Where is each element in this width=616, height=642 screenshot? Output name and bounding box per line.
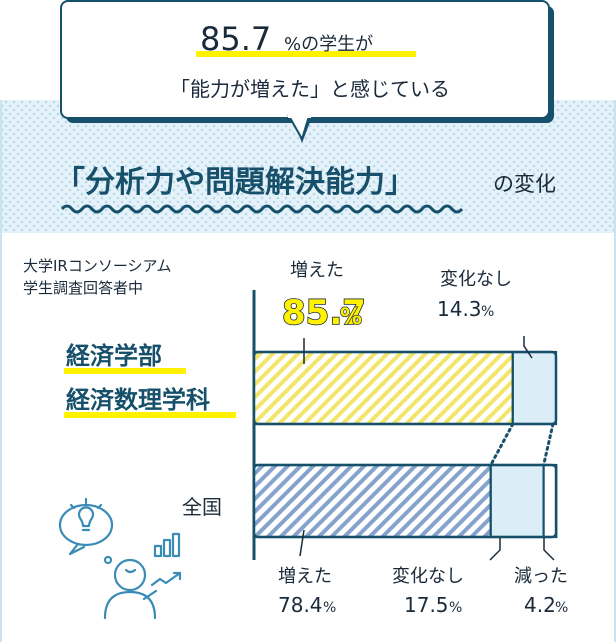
label-dept-increase-text: 増えた bbox=[290, 260, 344, 281]
callout-bubble bbox=[60, 0, 554, 143]
bar-national-decrease bbox=[542, 463, 558, 539]
connector-increase bbox=[489, 422, 515, 467]
leader-nat-nochange bbox=[489, 538, 501, 561]
svg-text:4.2: 4.2 bbox=[524, 593, 556, 617]
dept-label-underline-1 bbox=[64, 368, 186, 374]
label-nat-increase-value: 78.4 % bbox=[278, 593, 336, 617]
heading-main: 「分析力や問題解決能力」 bbox=[55, 165, 415, 200]
bar-national-increase bbox=[252, 463, 492, 539]
person-idea-chart-icon bbox=[58, 497, 182, 620]
label-nat-nochange-value: 17.5 % bbox=[404, 593, 462, 617]
bar-frame-dept bbox=[252, 350, 558, 426]
label-dept-nochange-text: 変化なし bbox=[440, 269, 512, 290]
bar-national-nochange bbox=[489, 463, 545, 539]
label-dept-nochange-value: 14.3 % bbox=[437, 297, 494, 321]
label-nat-decrease-value: 4.2 % bbox=[524, 593, 568, 617]
category-label-dept-line2: 経済数理学科 bbox=[66, 386, 210, 414]
svg-text:%: % bbox=[555, 600, 568, 616]
label-nat-nochange-text: 変化なし bbox=[392, 566, 464, 587]
category-label-dept-line1: 経済学部 bbox=[66, 342, 162, 370]
dept-label-underline-2 bbox=[64, 412, 236, 418]
svg-text:%: % bbox=[449, 600, 462, 616]
callout-percent-number: 85.7 bbox=[200, 20, 271, 58]
connector-nochange bbox=[542, 422, 555, 467]
heading-suffix: の変化 bbox=[493, 172, 556, 196]
label-dept-increase-value: 85.7 % bbox=[281, 292, 366, 334]
bar-frame-national bbox=[252, 463, 558, 539]
bar-dept-nochange bbox=[511, 350, 558, 426]
callout-highlight bbox=[196, 51, 416, 57]
callout-line2: 「能力が増えた」と感じている bbox=[170, 77, 450, 101]
leader-nat-increase bbox=[299, 529, 305, 557]
label-nat-increase-text: 増えた bbox=[278, 566, 332, 587]
chart-bars bbox=[252, 350, 558, 539]
svg-text:78.4: 78.4 bbox=[278, 593, 323, 617]
bar-dept-increase bbox=[252, 350, 514, 426]
leader-dept-nochange bbox=[523, 336, 533, 359]
svg-text:17.5: 17.5 bbox=[404, 593, 449, 617]
svg-text:85.7: 85.7 bbox=[282, 293, 366, 333]
svg-text:%: % bbox=[340, 305, 362, 330]
label-nat-decrease-text: 減った bbox=[514, 566, 568, 587]
source-note-line2: 学生調査回答者中 bbox=[23, 279, 143, 297]
category-label-national: 全国 bbox=[182, 495, 222, 519]
source-note-line1: 大学IRコンソーシアム bbox=[23, 257, 172, 275]
svg-text:14.3: 14.3 bbox=[437, 297, 482, 321]
heading-wavy-underline bbox=[60, 204, 464, 214]
svg-text:%: % bbox=[481, 304, 494, 320]
svg-text:%: % bbox=[323, 600, 336, 616]
leader-nat-decrease bbox=[543, 538, 555, 561]
callout-percent-suffix: %の学生が bbox=[284, 34, 373, 55]
